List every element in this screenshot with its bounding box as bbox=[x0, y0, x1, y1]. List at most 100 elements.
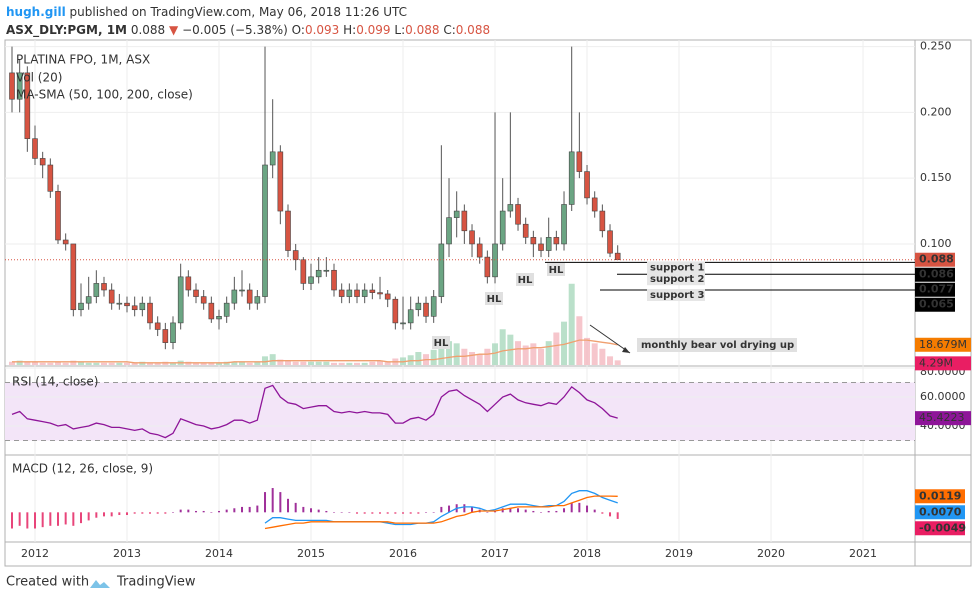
y-tick-label: 0.100 bbox=[920, 237, 952, 250]
volume-bar bbox=[453, 343, 460, 365]
candle-body bbox=[354, 289, 360, 297]
c-label: C: bbox=[443, 23, 455, 37]
macd-hist-bar bbox=[524, 509, 527, 513]
candle-body bbox=[407, 309, 414, 324]
h-value: 0.099 bbox=[356, 23, 390, 37]
candle-body bbox=[231, 289, 238, 304]
candle-body bbox=[338, 289, 345, 297]
macd-hist-bar bbox=[64, 512, 67, 525]
candle-body bbox=[331, 269, 337, 291]
macd-hist-bar bbox=[110, 512, 113, 517]
volume-bar bbox=[32, 361, 39, 365]
rsi-band bbox=[5, 382, 915, 441]
volume-bar bbox=[308, 361, 315, 365]
macd-hist-bar bbox=[563, 508, 566, 513]
volume-bar bbox=[108, 362, 115, 365]
volume-bar bbox=[47, 362, 54, 365]
volume-label-bg bbox=[915, 337, 971, 352]
x-tick-label: 2019 bbox=[665, 547, 693, 560]
candle-body bbox=[453, 210, 460, 218]
volume-label-bg bbox=[915, 356, 971, 371]
macd-hist-bar bbox=[547, 510, 550, 513]
macd-hist-bar bbox=[517, 508, 520, 513]
volume-bar bbox=[469, 352, 476, 365]
volume-bar bbox=[285, 360, 292, 365]
legend-volume: Vol (20) bbox=[16, 71, 62, 85]
candle-body bbox=[469, 230, 475, 245]
published: published on TradingView.com, May 06, 20… bbox=[66, 5, 407, 19]
candle-body bbox=[377, 292, 383, 295]
volume-bar bbox=[9, 361, 15, 365]
x-tick-label: 2016 bbox=[389, 547, 417, 560]
candle-body bbox=[108, 289, 115, 304]
volume-bar bbox=[530, 343, 537, 365]
candle-body bbox=[530, 237, 537, 245]
annotation: HL bbox=[518, 275, 533, 286]
c-value: 0.088 bbox=[456, 23, 490, 37]
volume-bar bbox=[239, 361, 246, 365]
macd-hist-bar bbox=[302, 506, 305, 513]
candle-body bbox=[522, 223, 529, 238]
annotation-bg bbox=[432, 336, 450, 349]
volume-bar bbox=[476, 354, 483, 365]
volume-bar bbox=[62, 362, 69, 365]
candle-body bbox=[131, 305, 138, 311]
symbol: ASX_DLY:PGM, 1M bbox=[6, 23, 127, 38]
macd-hist-bar bbox=[57, 512, 60, 526]
macd-hist-bar bbox=[593, 509, 596, 513]
author[interactable]: hugh.gill bbox=[6, 5, 66, 19]
volume-bar bbox=[246, 362, 253, 365]
candle-body bbox=[292, 250, 299, 261]
annotation-bg bbox=[547, 263, 565, 276]
volume-bar bbox=[231, 361, 238, 365]
candle-body bbox=[193, 289, 199, 297]
macd-hist-bar bbox=[41, 512, 44, 528]
candle-body bbox=[162, 329, 169, 343]
candle-body bbox=[223, 302, 230, 317]
candle-body bbox=[269, 151, 276, 166]
macd-label-bg bbox=[915, 521, 965, 536]
macd-hist-bar bbox=[586, 505, 589, 513]
candle-body bbox=[599, 210, 606, 232]
candle-body bbox=[216, 316, 222, 320]
volume-bar bbox=[200, 362, 207, 365]
candle-body bbox=[614, 252, 621, 261]
volume-sma bbox=[12, 339, 618, 364]
macd-hist-bar bbox=[394, 512, 397, 514]
candle-body bbox=[32, 138, 38, 159]
volume-bar bbox=[124, 362, 131, 365]
macd-hist-bar bbox=[578, 502, 581, 513]
macd-hist-bar bbox=[379, 512, 382, 514]
volume-bar bbox=[584, 337, 591, 365]
candle-body bbox=[499, 210, 506, 245]
macd-hist-bar bbox=[471, 506, 474, 513]
volume-bar bbox=[39, 362, 46, 365]
candle-body bbox=[591, 197, 598, 212]
macd-hist-bar bbox=[118, 512, 121, 516]
macd-hist-bar bbox=[248, 506, 251, 513]
macd-hist-bar bbox=[264, 492, 267, 513]
volume-bar bbox=[522, 345, 529, 365]
macd-hist-bar bbox=[80, 512, 83, 524]
candle-body bbox=[515, 204, 521, 225]
footer-brand[interactable]: TradingView bbox=[116, 575, 196, 590]
volume-bar bbox=[568, 283, 575, 365]
volume-bar bbox=[515, 341, 522, 365]
candle-body bbox=[545, 237, 552, 251]
candle-body bbox=[70, 243, 77, 311]
volume-bar bbox=[16, 360, 23, 365]
volume-bar bbox=[492, 343, 499, 365]
frame bbox=[4, 39, 972, 567]
candle-body bbox=[239, 289, 245, 292]
volume-bar bbox=[377, 360, 384, 365]
candle-body bbox=[101, 283, 107, 291]
l-label: L: bbox=[394, 23, 405, 37]
candle-body bbox=[208, 302, 215, 320]
volume-label: 4.29M bbox=[919, 356, 953, 369]
price-label-bg bbox=[915, 267, 955, 282]
volume-bar bbox=[614, 360, 621, 365]
candle-body bbox=[177, 276, 184, 324]
macd-hist-bar bbox=[49, 512, 52, 526]
rsi-label: 45.4223 bbox=[919, 411, 965, 424]
macd-hist-bar bbox=[294, 502, 297, 513]
